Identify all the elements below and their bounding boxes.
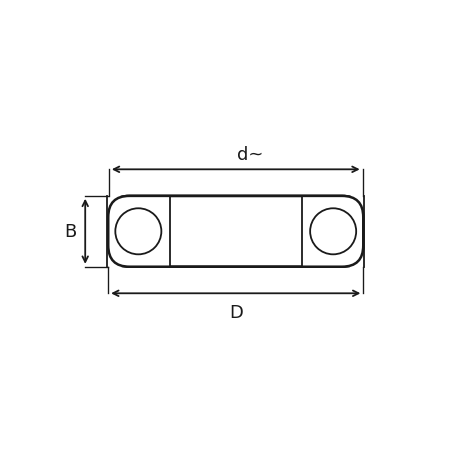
Text: d~: d~ bbox=[236, 146, 263, 163]
Text: D: D bbox=[228, 303, 242, 321]
Circle shape bbox=[115, 209, 161, 255]
FancyBboxPatch shape bbox=[108, 196, 363, 267]
Circle shape bbox=[309, 209, 355, 255]
Text: B: B bbox=[64, 223, 76, 241]
Bar bbox=[301, 196, 364, 267]
Bar bbox=[107, 196, 169, 267]
